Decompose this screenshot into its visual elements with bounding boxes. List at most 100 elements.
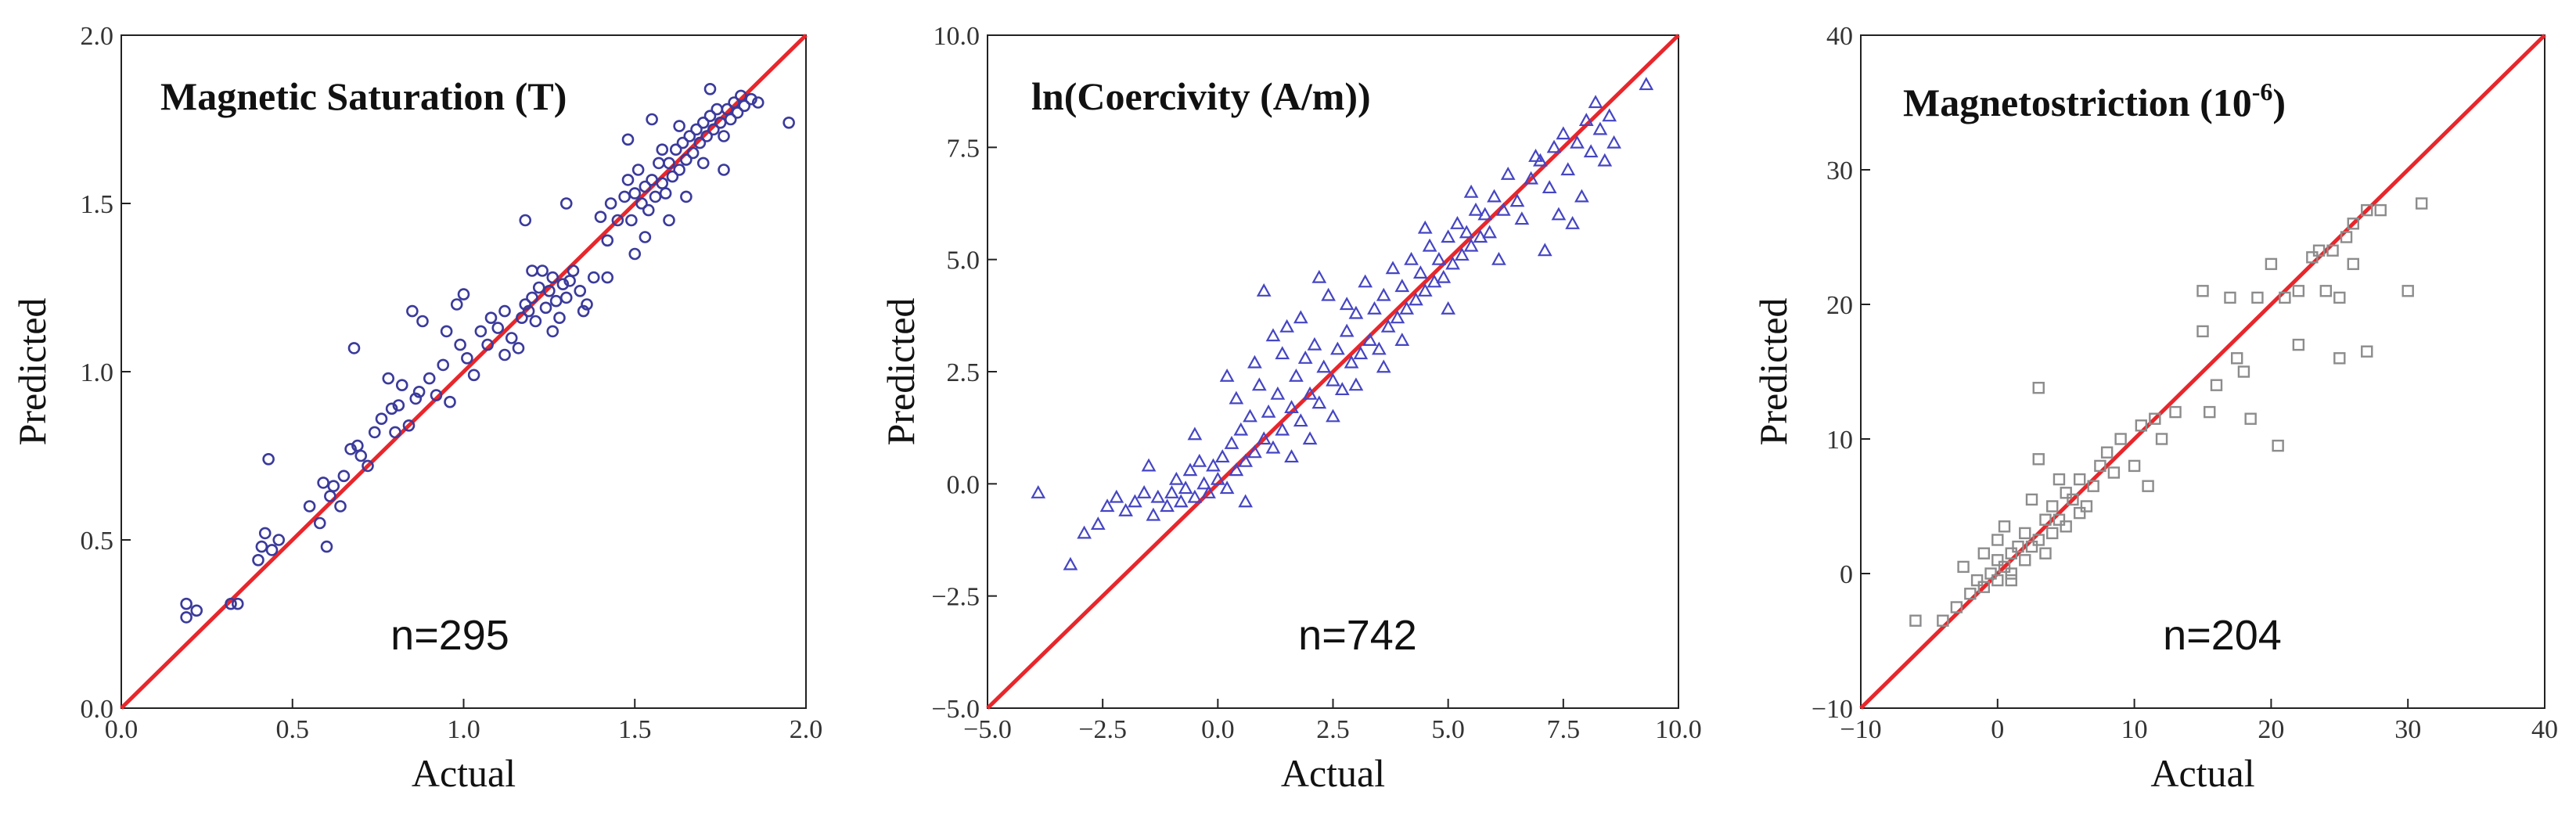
data-point bbox=[2306, 251, 2319, 264]
data-point bbox=[1118, 502, 1133, 516]
x-tick-label: 10.0 bbox=[1655, 715, 1702, 744]
y-tick-label: 5.0 bbox=[947, 246, 980, 275]
data-point bbox=[2032, 381, 2045, 394]
data-point bbox=[2046, 500, 2059, 513]
data-point bbox=[512, 342, 525, 354]
data-point bbox=[2060, 487, 2072, 499]
data-point bbox=[362, 459, 374, 473]
data-point bbox=[2374, 203, 2387, 217]
data-point bbox=[1991, 534, 2004, 546]
data-point bbox=[454, 338, 466, 351]
y-tick-label: 0.0 bbox=[81, 695, 114, 724]
x-tick-label: 1.5 bbox=[618, 715, 652, 744]
data-point bbox=[1937, 614, 1949, 627]
data-point bbox=[567, 264, 580, 277]
data-point bbox=[1326, 372, 1340, 387]
sample-count-label: n=204 bbox=[2163, 612, 2282, 659]
data-point bbox=[317, 477, 329, 489]
data-point bbox=[1219, 368, 1235, 382]
data-point bbox=[1261, 404, 1276, 418]
x-tick-label: 2.0 bbox=[790, 715, 823, 744]
data-point bbox=[1293, 310, 1308, 324]
data-point bbox=[1524, 171, 1538, 185]
data-point bbox=[1090, 516, 1106, 531]
data-point bbox=[1376, 287, 1391, 301]
data-point bbox=[1311, 269, 1327, 283]
data-point bbox=[1233, 422, 1249, 436]
data-point bbox=[437, 358, 450, 372]
data-point bbox=[1394, 279, 1410, 293]
data-point bbox=[532, 281, 545, 294]
data-point bbox=[2272, 439, 2284, 452]
data-point bbox=[375, 412, 388, 426]
y-axis-label: Predicted bbox=[10, 298, 54, 446]
data-point bbox=[1957, 560, 1970, 574]
data-point bbox=[1256, 431, 1272, 445]
data-point bbox=[526, 291, 538, 304]
data-point bbox=[505, 332, 518, 344]
data-point bbox=[1463, 184, 1479, 198]
data-point bbox=[553, 311, 566, 325]
y-axis-label: Predicted bbox=[879, 298, 923, 446]
data-point bbox=[2025, 493, 2038, 506]
data-point bbox=[231, 597, 244, 610]
data-point bbox=[444, 395, 456, 408]
data-point bbox=[631, 164, 645, 176]
data-point bbox=[2128, 459, 2141, 473]
data-point bbox=[1422, 238, 1437, 252]
data-point bbox=[412, 385, 426, 398]
chart-title: ln(Coercivity (A/m)) bbox=[1031, 74, 1371, 118]
data-point bbox=[1950, 601, 1963, 613]
x-tick-label: 5.0 bbox=[1431, 715, 1465, 744]
data-point bbox=[258, 527, 272, 540]
data-point bbox=[1597, 153, 1613, 167]
x-tick-label: 0.0 bbox=[105, 715, 139, 744]
data-point bbox=[1998, 520, 2011, 533]
data-point bbox=[516, 311, 528, 325]
data-point bbox=[1275, 422, 1290, 436]
data-point bbox=[1136, 485, 1152, 498]
data-point bbox=[1270, 386, 1286, 400]
data-point bbox=[272, 534, 286, 546]
data-point bbox=[703, 110, 717, 122]
data-point bbox=[663, 214, 675, 227]
data-point bbox=[2005, 574, 2017, 587]
data-point bbox=[344, 443, 357, 455]
data-point bbox=[2039, 513, 2052, 526]
data-point bbox=[653, 156, 665, 170]
x-tick-label: 20 bbox=[2258, 715, 2284, 744]
data-point bbox=[696, 117, 710, 129]
data-point bbox=[700, 130, 713, 142]
data-point bbox=[536, 264, 549, 277]
data-point bbox=[1302, 431, 1318, 445]
y-tick-label: 30 bbox=[1826, 156, 1853, 185]
data-point bbox=[1560, 162, 1576, 176]
data-point bbox=[1991, 574, 2004, 587]
data-point bbox=[1570, 135, 1585, 149]
data-point bbox=[711, 103, 724, 116]
data-point bbox=[1477, 207, 1493, 221]
data-point bbox=[559, 197, 573, 210]
data-point bbox=[1514, 211, 1530, 225]
identity-line bbox=[986, 34, 1680, 710]
data-point bbox=[731, 106, 744, 119]
data-point bbox=[225, 597, 237, 610]
data-point bbox=[1229, 462, 1244, 477]
data-point bbox=[1487, 189, 1502, 203]
data-point bbox=[1334, 382, 1350, 396]
y-tick-label: 0 bbox=[1840, 560, 1853, 589]
x-tick-label: 0.0 bbox=[1201, 715, 1235, 744]
data-point bbox=[642, 203, 655, 217]
data-point bbox=[2333, 291, 2346, 304]
data-point bbox=[1321, 287, 1336, 301]
data-point bbox=[2326, 244, 2339, 257]
y-tick-label: 10.0 bbox=[934, 22, 980, 51]
data-point bbox=[2053, 473, 2066, 486]
data-point bbox=[2019, 554, 2031, 567]
data-point bbox=[2333, 352, 2346, 365]
x-tick-label: 10 bbox=[2121, 715, 2148, 744]
data-point bbox=[718, 130, 730, 142]
data-point bbox=[1339, 323, 1355, 337]
data-point bbox=[1275, 346, 1290, 360]
y-tick-label: 0.5 bbox=[81, 527, 114, 556]
